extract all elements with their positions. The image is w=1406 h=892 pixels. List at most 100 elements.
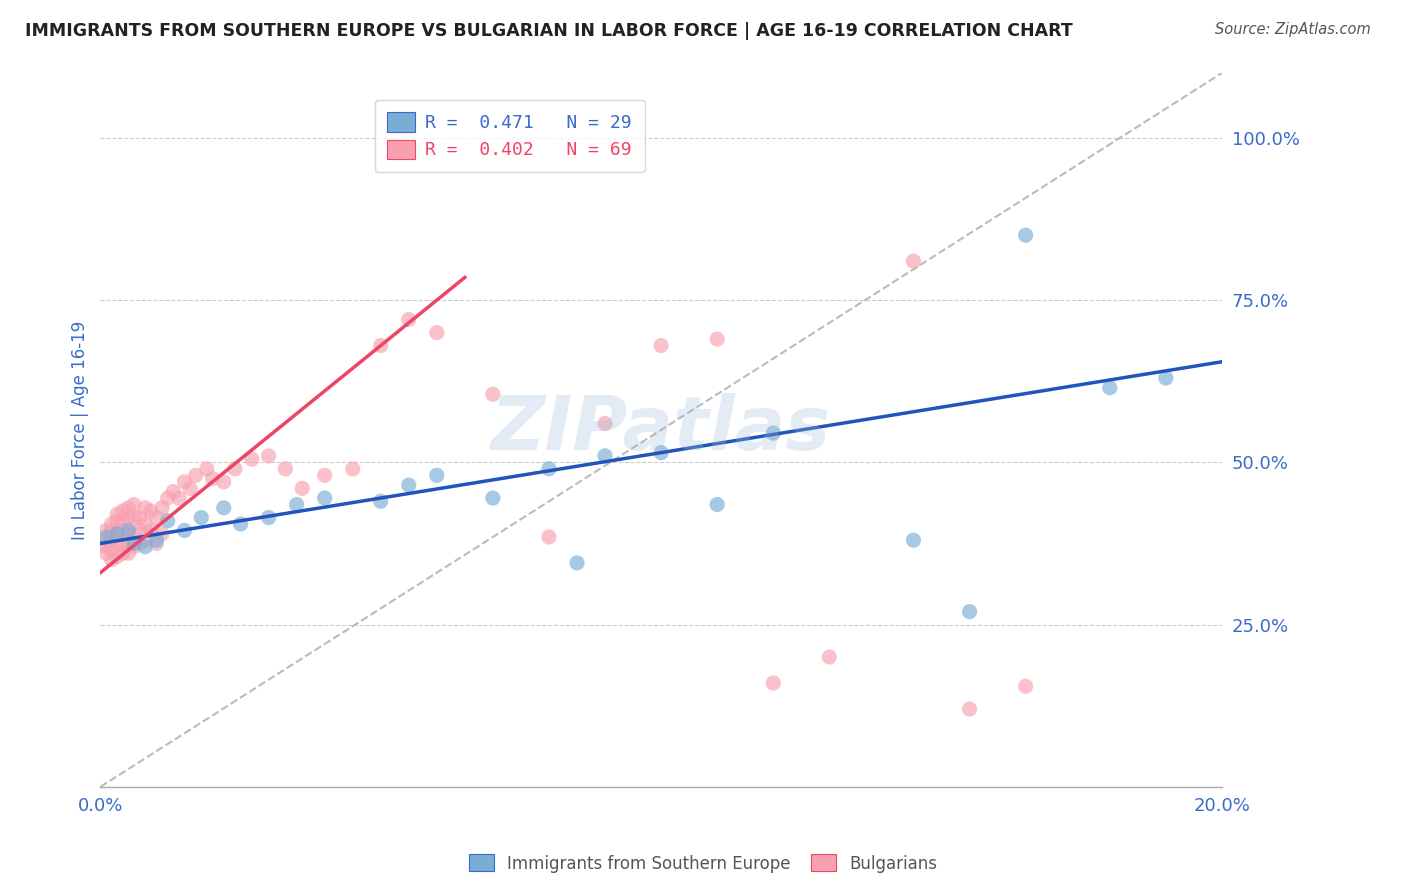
Point bbox=[94, 524, 117, 538]
Point bbox=[1014, 679, 1036, 693]
Point bbox=[111, 514, 134, 528]
Point bbox=[342, 462, 364, 476]
Point bbox=[156, 491, 179, 505]
Point bbox=[111, 524, 134, 538]
Point bbox=[706, 498, 728, 512]
Point bbox=[134, 516, 156, 531]
Point bbox=[100, 533, 122, 548]
Point bbox=[173, 524, 195, 538]
Point bbox=[229, 516, 252, 531]
Point bbox=[105, 536, 128, 550]
Point bbox=[257, 510, 280, 524]
Point bbox=[128, 536, 150, 550]
Point bbox=[818, 650, 841, 665]
Point bbox=[398, 478, 420, 492]
Point bbox=[398, 312, 420, 326]
Point bbox=[274, 462, 297, 476]
Point bbox=[150, 526, 173, 541]
Point bbox=[122, 540, 145, 554]
Y-axis label: In Labor Force | Age 16-19: In Labor Force | Age 16-19 bbox=[72, 320, 89, 540]
Point bbox=[903, 254, 925, 268]
Point bbox=[122, 510, 145, 524]
Point bbox=[565, 556, 588, 570]
Point bbox=[117, 546, 139, 560]
Point bbox=[650, 445, 672, 459]
Point bbox=[593, 417, 616, 431]
Point bbox=[122, 526, 145, 541]
Point bbox=[117, 510, 139, 524]
Point bbox=[105, 524, 128, 538]
Point bbox=[201, 472, 224, 486]
Point bbox=[111, 536, 134, 550]
Point bbox=[128, 510, 150, 524]
Text: Source: ZipAtlas.com: Source: ZipAtlas.com bbox=[1215, 22, 1371, 37]
Point bbox=[94, 533, 117, 548]
Point bbox=[762, 426, 785, 441]
Point bbox=[1154, 371, 1177, 385]
Point bbox=[190, 510, 212, 524]
Point bbox=[706, 332, 728, 346]
Legend: R =  0.471   N = 29, R =  0.402   N = 69: R = 0.471 N = 29, R = 0.402 N = 69 bbox=[375, 100, 644, 172]
Point bbox=[150, 500, 173, 515]
Point bbox=[370, 338, 392, 352]
Point bbox=[762, 676, 785, 690]
Point bbox=[134, 540, 156, 554]
Point bbox=[122, 498, 145, 512]
Point bbox=[426, 468, 449, 483]
Point bbox=[285, 498, 308, 512]
Point bbox=[94, 540, 117, 554]
Point bbox=[212, 475, 235, 489]
Point bbox=[593, 449, 616, 463]
Point bbox=[959, 702, 981, 716]
Point bbox=[156, 514, 179, 528]
Point bbox=[650, 338, 672, 352]
Point bbox=[105, 526, 128, 541]
Point bbox=[482, 491, 505, 505]
Point bbox=[105, 508, 128, 522]
Point bbox=[537, 462, 560, 476]
Text: ZIPatlas: ZIPatlas bbox=[491, 393, 831, 467]
Point bbox=[167, 491, 190, 505]
Point bbox=[162, 484, 184, 499]
Point bbox=[314, 491, 336, 505]
Point bbox=[145, 510, 167, 524]
Point bbox=[426, 326, 449, 340]
Point bbox=[314, 468, 336, 483]
Point bbox=[195, 462, 218, 476]
Point bbox=[134, 533, 156, 548]
Point bbox=[111, 546, 134, 560]
Point bbox=[291, 481, 314, 495]
Point bbox=[134, 500, 156, 515]
Point bbox=[145, 533, 167, 548]
Point bbox=[100, 516, 122, 531]
Point bbox=[111, 504, 134, 518]
Point bbox=[94, 530, 117, 544]
Point bbox=[257, 449, 280, 463]
Point bbox=[100, 552, 122, 566]
Point bbox=[117, 524, 139, 538]
Point bbox=[105, 549, 128, 564]
Point bbox=[903, 533, 925, 548]
Point bbox=[179, 481, 201, 495]
Point bbox=[128, 524, 150, 538]
Text: IMMIGRANTS FROM SOUTHERN EUROPE VS BULGARIAN IN LABOR FORCE | AGE 16-19 CORRELAT: IMMIGRANTS FROM SOUTHERN EUROPE VS BULGA… bbox=[25, 22, 1073, 40]
Point bbox=[105, 514, 128, 528]
Point bbox=[212, 500, 235, 515]
Point bbox=[117, 536, 139, 550]
Point bbox=[537, 530, 560, 544]
Legend: Immigrants from Southern Europe, Bulgarians: Immigrants from Southern Europe, Bulgari… bbox=[463, 847, 943, 880]
Point bbox=[959, 605, 981, 619]
Point bbox=[145, 536, 167, 550]
Point bbox=[122, 536, 145, 550]
Point bbox=[482, 387, 505, 401]
Point bbox=[173, 475, 195, 489]
Point bbox=[117, 500, 139, 515]
Point bbox=[139, 504, 162, 518]
Point bbox=[184, 468, 207, 483]
Point bbox=[117, 524, 139, 538]
Point bbox=[139, 524, 162, 538]
Point bbox=[1014, 228, 1036, 243]
Point bbox=[240, 452, 263, 467]
Point bbox=[100, 543, 122, 558]
Point bbox=[1098, 381, 1121, 395]
